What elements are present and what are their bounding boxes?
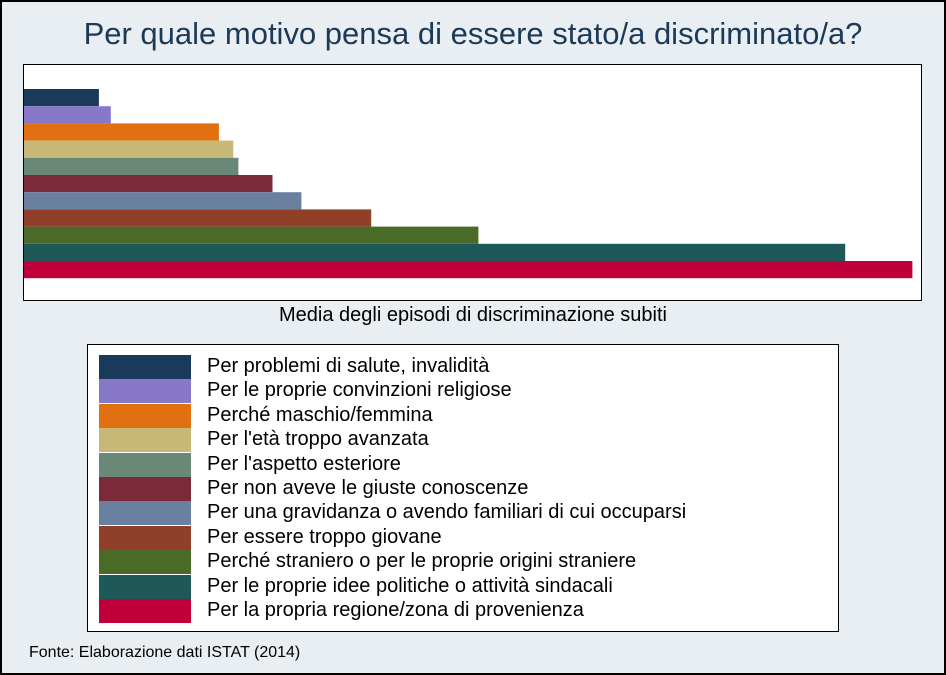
bar-4 <box>24 140 234 158</box>
bar-11 <box>24 261 913 279</box>
bar-1 <box>24 89 99 107</box>
bar-6 <box>24 175 273 193</box>
legend-label: Per l'età troppo avanzata <box>207 428 429 451</box>
bar-3 <box>24 123 219 141</box>
legend-swatch <box>99 428 191 453</box>
legend-swatch <box>99 550 191 575</box>
chart-title: Per quale motivo pensa di essere stato/a… <box>83 16 863 51</box>
legend-label: Perché straniero o per le proprie origin… <box>207 550 637 573</box>
legend-label: Perché maschio/femmina <box>207 403 433 426</box>
legend: Per problemi di salute, invalidità Per le… <box>87 344 839 632</box>
legend-swatch <box>99 403 191 428</box>
legend-label: Per problemi di salute, invalidità <box>207 355 490 377</box>
legend-label: Per le proprie idee politiche o attività… <box>207 574 613 597</box>
legend-label: Per essere troppo giovane <box>207 525 442 548</box>
bar-9 <box>24 226 479 244</box>
bars-svg <box>24 89 913 279</box>
legend-label: Per l'aspetto esteriore <box>207 452 401 475</box>
legend-swatch <box>99 525 191 550</box>
legend-swatch <box>99 574 191 599</box>
legend-swatch <box>99 477 191 501</box>
legend-label: Per una gravidanza o avendo familiari di… <box>207 501 687 524</box>
x-axis-label: Media degli episodi di discriminazione s… <box>279 304 667 326</box>
bar-8 <box>24 209 372 227</box>
source-note: Fonte: Elaborazione dati ISTAT (2014) <box>29 644 301 661</box>
legend-swatch <box>99 355 191 379</box>
legend-swatch <box>99 452 191 477</box>
plot-area <box>23 64 922 301</box>
bar-10 <box>24 243 846 261</box>
legend-label: Per non aveve le giuste conoscenze <box>207 477 529 499</box>
bar-5 <box>24 157 239 175</box>
legend-label: Per la propria regione/zona di provenien… <box>207 599 584 621</box>
legend-swatch <box>99 379 191 404</box>
bar-7 <box>24 192 302 210</box>
bar-2 <box>24 106 111 124</box>
legend-swatch <box>99 599 191 623</box>
legend-swatch <box>99 501 191 526</box>
legend-label: Per le proprie convinzioni religiose <box>207 379 512 402</box>
